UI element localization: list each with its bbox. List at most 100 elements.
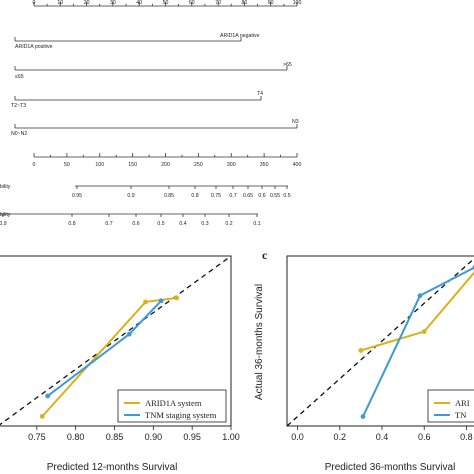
panel-c-points	[358, 265, 474, 419]
legend-c-tnm-label: TN	[455, 410, 466, 420]
panel-c-x-tick-label: 0.4	[376, 432, 389, 442]
prob36-tick-label: 0.6	[132, 221, 139, 227]
tnm-point	[126, 331, 132, 337]
prob12-labels: 0.95 0.9 0.85 0.8 0.75 0.7 0.65 0.6 0.55 0.5	[72, 193, 291, 199]
panel-b-x-tick-label: 1.00	[222, 432, 240, 442]
panel-c-xlabel: Predicted 36-months Survival	[325, 462, 456, 473]
arid1a-point	[358, 348, 364, 353]
prob12-tick-label: 0.75	[211, 193, 221, 199]
nomogram-labels: 0 10 20 30 40 50 60 70 80 90 100 ARID1A positive A…	[0, 0, 301, 227]
prob12-tick-label: 0.9	[127, 193, 134, 199]
prob12-tick-label: 0.8	[191, 193, 198, 199]
points-axis-tick-label: 80	[242, 0, 248, 6]
prob36-tick-label: 0.5	[157, 221, 164, 227]
panel-b-legend-box	[117, 389, 227, 423]
prob12-tick-label: 0.85	[164, 193, 174, 199]
prob36-tick-label: 0.4	[179, 221, 186, 227]
prob36-tick-label: 0.9	[0, 221, 7, 227]
panel-c-x-tick-label: 0.8	[460, 432, 473, 442]
t-stage-left-label: T2~T3	[11, 103, 26, 109]
points-axis-tick-label: 0	[33, 0, 36, 6]
panel-c-x-ticks: 0.0 0.2 0.4 0.6 0.8	[291, 426, 473, 442]
prob36-labels: 0.9 0.8 0.7 0.6 0.5 0.4 0.3 0.2 0.1	[0, 221, 261, 227]
points-axis-tick-label: 30	[110, 0, 116, 6]
points-axis-tick-label: 90	[268, 0, 274, 6]
panel-c-x-tick-label: 0.6	[418, 432, 431, 442]
panel-b-x-tick-label: 0.85	[106, 432, 124, 442]
prob12-tick-label: 0.7	[229, 193, 236, 199]
total-points-ticks	[33, 153, 298, 157]
points-axis-tick-label: 20	[84, 0, 90, 6]
arid1a-negative-label: ARID1A negative	[220, 33, 260, 39]
prob36-ticks	[2, 214, 258, 217]
total-points-tick-label: 250	[194, 162, 203, 168]
prob36-tick-label: 0.3	[201, 221, 208, 227]
panel-c-legend-box	[427, 389, 474, 423]
prob12-tick-label: 0.95	[72, 193, 82, 199]
points-axis-tick-label: 10	[57, 0, 63, 6]
panel-b-x-ticks: 0.75 0.80 0.85 0.90 0.95 1.00	[28, 426, 240, 442]
panel-c-x-tick-label: 0.2	[334, 432, 347, 442]
panel-c-ylabel: Actual 36-months Survival	[254, 284, 265, 400]
tnm-point	[45, 393, 51, 399]
n-stage-left-label: N0~N2	[11, 131, 27, 137]
points-axis-tick-label: 50	[163, 0, 169, 6]
arid1a-point	[39, 413, 45, 419]
age-left-label: ≤65	[15, 74, 24, 80]
total-points-tick-label: 400	[293, 162, 302, 168]
prob12-tick-label: 0.6	[258, 193, 265, 199]
prob36-tick-label: 0.2	[225, 221, 232, 227]
arid1a-positive-label: ARID1A positive	[15, 44, 53, 50]
points-axis-ticks	[33, 2, 298, 6]
total-points-labels: 0 50 100 150 200 250 300 350 400	[33, 162, 302, 168]
total-points-tick-label: 300	[227, 162, 236, 168]
panel-b-x-tick-label: 0.95	[183, 432, 201, 442]
panel-b-xlabel: Predicted 12-months Survival	[47, 462, 178, 473]
legend-c-arid1a-label: ARI	[455, 398, 470, 408]
panel-b-x-tick-label: 0.75	[28, 432, 46, 442]
panel-c-x-tick-label: 0.0	[291, 432, 304, 442]
prob12-tick-label: 0.5	[283, 193, 290, 199]
tnm-point	[158, 298, 164, 304]
arid1a-point	[174, 295, 180, 301]
age-right-label: >65	[283, 62, 292, 68]
panel-b-x-tick-label: 0.80	[67, 432, 85, 442]
prob12-tick-label: 0.55	[270, 193, 280, 199]
points-axis-tick-label: 70	[215, 0, 221, 6]
legend-tnm-label: TNM staging system	[145, 410, 217, 420]
n-stage-right-label: N3	[292, 119, 299, 125]
prob36-tick-label: 0.7	[105, 221, 112, 227]
total-points-tick-label: 150	[128, 162, 137, 168]
total-points-tick-label: 50	[64, 162, 70, 168]
prob36-tick-label: 0.1	[253, 221, 260, 227]
panel-c: c Actual 36-months Survival 0.0 0.2 0.4 0.6…	[254, 248, 474, 473]
prob12-ticks	[76, 186, 288, 189]
panel-b: 0.75 0.80 0.85 0.90 0.95 1.00 Predicted 12-mo…	[0, 255, 240, 473]
nomogram	[0, 2, 298, 217]
panel-b-reference-line	[0, 255, 232, 426]
total-points-tick-label: 350	[260, 162, 269, 168]
arid1a-point	[421, 329, 427, 334]
panel-c-reference-line	[286, 257, 474, 427]
points-axis-labels: 0 10 20 30 40 50 60 70 80 90 100	[33, 0, 302, 6]
tnm-point	[417, 293, 423, 299]
total-points-tick-label: 100	[95, 162, 104, 168]
prob36-row-label: bility	[0, 212, 11, 218]
points-axis-tick-label: 40	[136, 0, 142, 6]
arid1a-point	[143, 299, 148, 305]
prob12-row-label: bility	[0, 184, 11, 190]
t-stage-right-label: T4	[257, 91, 263, 97]
prob36-tick-label: 0.8	[68, 221, 75, 227]
points-axis-tick-label: 100	[293, 0, 302, 6]
panel-b-legend: ARID1A system TNM staging system	[117, 389, 227, 423]
points-axis-tick-label: 60	[189, 0, 195, 6]
total-points-tick-label: 0	[33, 162, 36, 168]
panel-c-letter: c	[262, 248, 268, 262]
legend-arid1a-label: ARID1A system	[145, 398, 202, 408]
total-points-tick-label: 200	[161, 162, 170, 168]
panel-b-x-tick-label: 0.90	[145, 432, 163, 442]
panel-b-points	[39, 295, 180, 419]
tnm-point	[360, 414, 366, 419]
prob12-tick-label: 0.65	[243, 193, 253, 199]
